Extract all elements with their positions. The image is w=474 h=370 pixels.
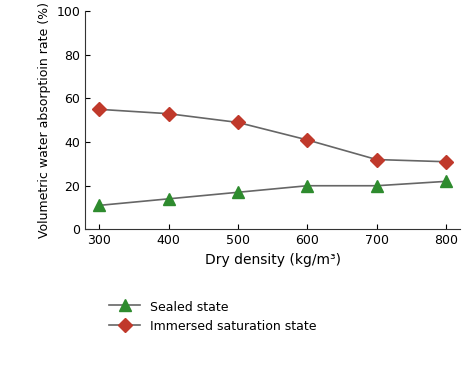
Legend: Sealed state, Immersed saturation state: Sealed state, Immersed saturation state <box>104 295 322 339</box>
Y-axis label: Volumetric water absorptioin rate (%): Volumetric water absorptioin rate (%) <box>38 2 51 238</box>
X-axis label: Dry density (kg/m³): Dry density (kg/m³) <box>205 253 340 267</box>
